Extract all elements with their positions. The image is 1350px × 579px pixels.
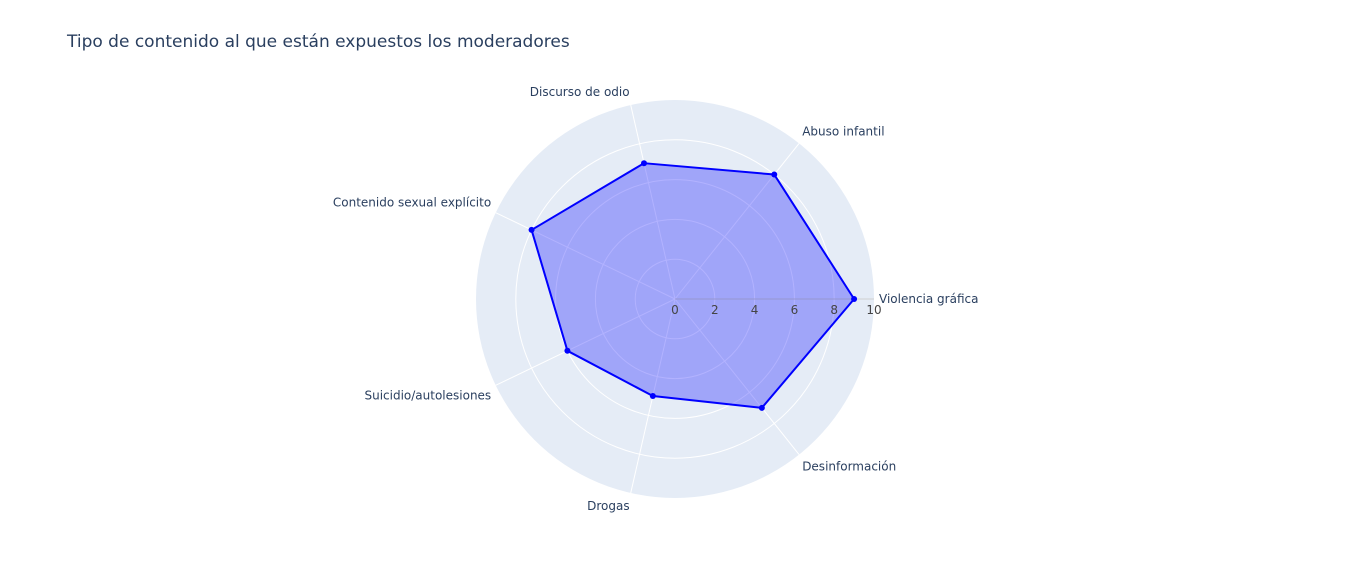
grid-spoke <box>674 143 800 300</box>
data-point <box>649 393 656 400</box>
category-label: Violencia gráfica <box>879 292 978 306</box>
category-label: Discurso de odio <box>530 85 630 99</box>
category-label: Suicidio/autolesiones <box>364 389 491 403</box>
radial-tick-label: 2 <box>711 303 719 317</box>
category-label: Desinformación <box>802 460 896 474</box>
radial-tick-label: 10 <box>866 303 881 317</box>
chart-title: Tipo de contenido al que están expuestos… <box>67 32 570 52</box>
radial-tick-label: 0 <box>671 303 679 317</box>
grid-spoke <box>495 298 676 386</box>
data-point <box>851 296 858 302</box>
grid-spoke <box>674 298 800 455</box>
radial-tick-label: 6 <box>791 303 799 317</box>
data-point <box>528 226 535 233</box>
grid-spoke <box>495 212 676 300</box>
radial-tick-label: 4 <box>751 303 759 317</box>
category-label: Abuso infantil <box>802 125 884 139</box>
data-point <box>564 347 571 354</box>
radial-tick-label: 8 <box>830 303 838 317</box>
data-area <box>530 162 856 409</box>
category-label: Drogas <box>587 499 629 513</box>
category-label: Contenido sexual explícito <box>333 196 491 210</box>
data-point <box>758 404 765 411</box>
grid-spoke <box>630 104 676 300</box>
data-point <box>641 160 648 167</box>
data-point <box>771 171 778 178</box>
